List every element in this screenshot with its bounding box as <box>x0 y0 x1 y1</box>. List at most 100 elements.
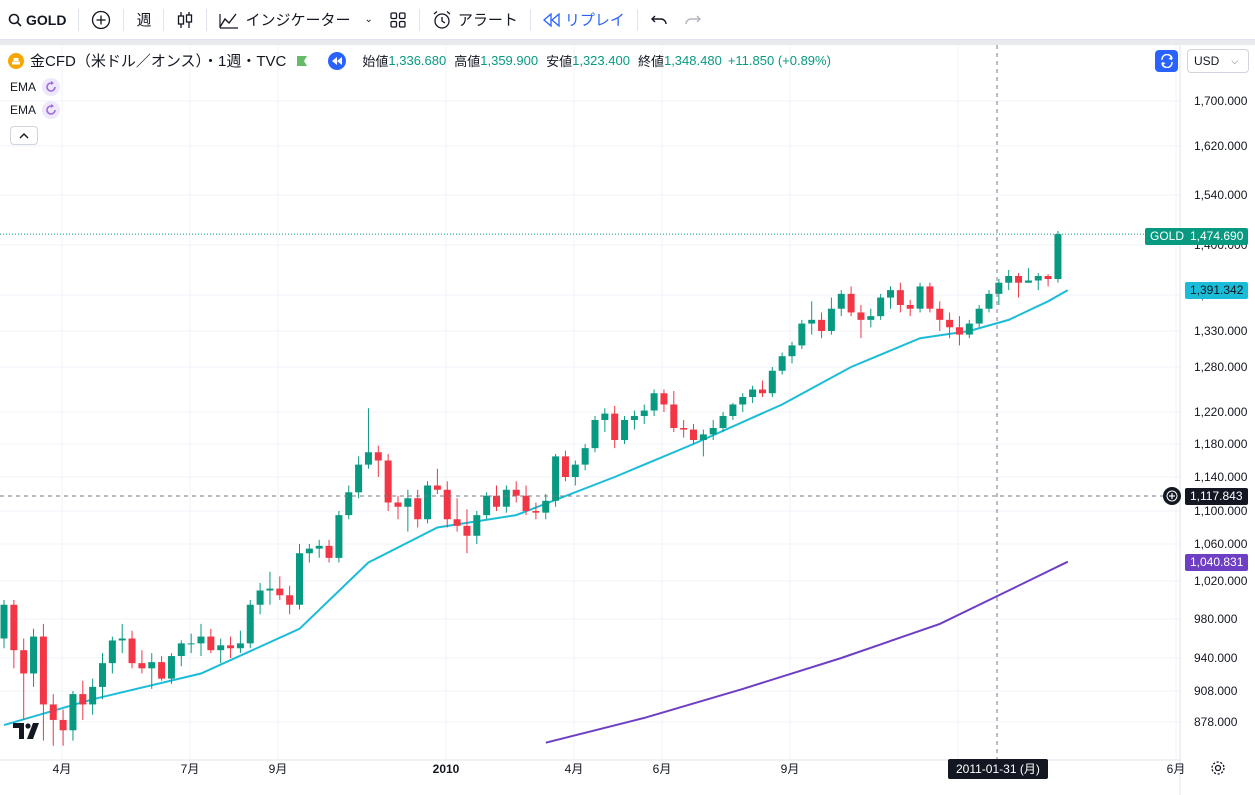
compare-button[interactable] <box>83 0 119 40</box>
candle-body <box>49 704 57 720</box>
top-toolbar: GOLD 週 インジケーター ⌄ アラート リプレイ <box>0 0 1255 40</box>
chart-settings-button[interactable] <box>1210 760 1226 776</box>
chart-type-button[interactable] <box>168 0 202 40</box>
candle-body <box>187 643 195 645</box>
candle <box>217 638 225 664</box>
candle <box>542 494 550 520</box>
ema-legend-row[interactable]: EMA <box>10 101 61 119</box>
gear-icon <box>1211 761 1225 775</box>
candle <box>867 308 875 328</box>
candle-body <box>896 290 904 305</box>
toolbar-divider <box>529 8 531 31</box>
time-tick-label: 4月 <box>53 762 72 776</box>
chevron-down-icon[interactable]: ⌄ <box>364 14 373 25</box>
candle <box>20 638 28 720</box>
replay-jump-icon[interactable] <box>328 51 347 70</box>
candle-body <box>690 429 697 440</box>
candle-body <box>818 319 826 331</box>
candle-body <box>305 548 313 554</box>
price-tick-label: 1,180.000 <box>1194 437 1248 451</box>
currency-select[interactable]: USD ⌵ <box>1187 49 1249 73</box>
candle <box>384 453 392 511</box>
collapse-legend-button[interactable] <box>10 126 38 145</box>
close-value: 1,348.480 <box>663 53 722 68</box>
indicators-button[interactable]: インジケーター ⌄ <box>211 0 380 40</box>
ema-label: EMA <box>10 103 37 117</box>
candle <box>453 498 461 532</box>
candle-body <box>79 694 87 705</box>
candle-body <box>138 663 146 669</box>
candle <box>394 495 402 520</box>
time-tick-label: 9月 <box>781 762 800 776</box>
candlestick-series <box>0 231 1062 746</box>
chart-pane[interactable]: 1,700.0001,620.0001,540.0001,400.0001,38… <box>0 45 1255 795</box>
candle-body <box>699 434 707 440</box>
candle <box>965 319 973 339</box>
candle <box>926 282 934 313</box>
auto-scale-button[interactable] <box>1155 50 1178 72</box>
tradingview-logo[interactable] <box>13 723 43 744</box>
candle-body <box>630 416 638 420</box>
replay-label: リプレイ <box>564 12 625 29</box>
interval-button[interactable]: 週 <box>136 12 152 29</box>
candle-body <box>778 356 786 371</box>
loading-spinner-icon <box>42 78 61 96</box>
symbol-search[interactable]: GOLD <box>0 0 74 40</box>
candle-body <box>217 645 225 651</box>
candle-body <box>768 370 776 394</box>
candle-body <box>975 308 983 324</box>
candle <box>355 456 363 499</box>
candle-body <box>69 694 77 731</box>
candle <box>818 312 826 339</box>
candle-body <box>887 290 894 298</box>
candle-body <box>128 638 136 664</box>
candle <box>276 576 284 600</box>
candle-body <box>621 420 629 440</box>
replay-button[interactable]: リプレイ <box>535 0 633 40</box>
candle <box>177 640 185 667</box>
price-tick-label: 980.000 <box>1194 612 1238 626</box>
candle <box>148 653 156 689</box>
candle-body <box>532 511 540 513</box>
undo-button[interactable] <box>642 0 676 40</box>
alarm-clock-icon <box>432 10 452 30</box>
price-tick-label: 1,060.000 <box>1194 537 1248 551</box>
candle <box>59 709 67 746</box>
candle-body <box>857 312 865 320</box>
candle-body <box>601 413 609 420</box>
redo-button[interactable] <box>676 0 710 40</box>
candle-body <box>296 553 303 605</box>
candle-body <box>502 489 510 507</box>
alert-button[interactable]: アラート <box>424 0 526 40</box>
ema-legend-row[interactable]: EMA <box>10 78 61 96</box>
chevron-down-icon: ⌵ <box>1231 55 1239 66</box>
candle <box>808 301 816 335</box>
legend-title[interactable]: 金CFD（米ドル／オンス）・1週・TVC <box>30 53 287 70</box>
candle <box>79 680 87 720</box>
candle-body <box>581 448 589 465</box>
price-tick-label: 908.000 <box>1194 684 1238 698</box>
price-chart[interactable]: 1,700.0001,620.0001,540.0001,400.0001,38… <box>0 45 1255 795</box>
candle-body <box>936 308 944 320</box>
candle <box>128 630 136 669</box>
candle <box>680 420 688 438</box>
low-label: 安値 <box>546 54 573 69</box>
candle-body <box>404 498 412 507</box>
candle-body <box>227 645 235 649</box>
layout-templates-button[interactable] <box>381 0 415 40</box>
candle-body <box>59 719 67 731</box>
candle-body <box>414 498 422 520</box>
candle-body <box>640 410 648 416</box>
grid-icon <box>389 11 407 29</box>
candle-body <box>749 389 757 397</box>
add-alert-plus-button[interactable] <box>1163 487 1181 505</box>
candle-body <box>965 323 973 335</box>
candle-body <box>276 588 284 596</box>
candle <box>256 582 264 615</box>
candle <box>118 623 126 654</box>
candle <box>1015 273 1023 298</box>
redo-icon <box>684 13 702 27</box>
candle <box>404 489 412 532</box>
candle-body <box>709 428 717 435</box>
candle <box>374 445 382 477</box>
